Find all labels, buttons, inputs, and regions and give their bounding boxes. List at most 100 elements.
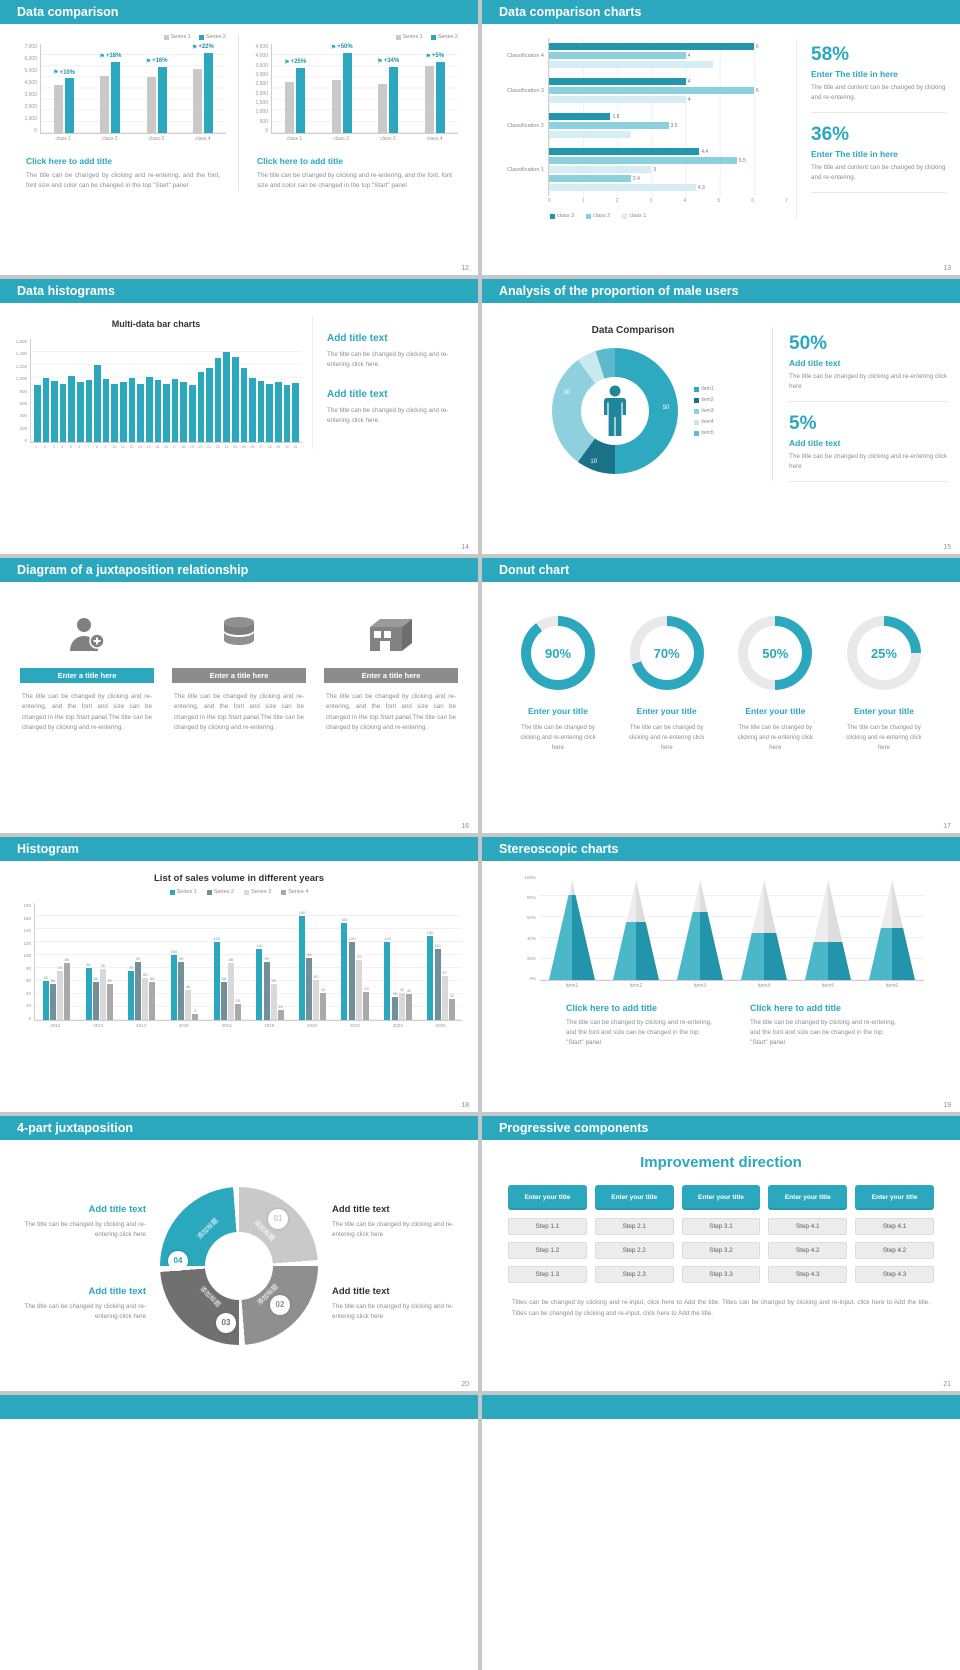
y-tick-label: 200: [19, 425, 27, 431]
next-slide-partial[interactable]: [0, 1395, 478, 1670]
slide-data-histograms[interactable]: Data histograms Multi-data bar charts 1,…: [0, 279, 478, 554]
next-slide-partial[interactable]: [482, 1395, 960, 1670]
progress-columns: Enter your title Step 1.1 Step 1.2 Step 1.3…: [508, 1185, 934, 1290]
bar-value-label: 67: [442, 970, 447, 976]
bar-column: 88: [63, 903, 70, 1020]
x-tick-label: 14: [146, 445, 151, 449]
slide-title-bar: Data histograms: [0, 279, 478, 303]
category-bars: 1.8 3.5: [548, 108, 788, 143]
legend-swatch: [694, 386, 700, 392]
bar: [154, 380, 162, 442]
bar-value-label: 4: [687, 78, 691, 85]
legend-swatch: [694, 430, 700, 436]
x-axis: item1 item2 item3 item4 item5 item6: [540, 981, 924, 989]
bar: [42, 981, 49, 1020]
bar-column: 150: [341, 903, 348, 1020]
bar-chart: 4,500 4,000 3,500 3,000 2,500 2,000 1,500 1,000…: [251, 44, 458, 134]
category-label: Classification 3: [507, 87, 544, 94]
plot-area: ⚑ +10% ⚑ +18% ⚑ +16% ⚑ +22%: [40, 44, 226, 134]
bar-column: 90: [135, 903, 142, 1020]
bar-value-label: 80: [86, 962, 91, 967]
slide-body: Multi-data bar charts 1,600 1,400 1,200 1,0…: [0, 303, 478, 449]
x-tick-label: 2016: [221, 1023, 232, 1028]
slide-histogram[interactable]: Histogram List of sales volume in differ…: [0, 837, 478, 1112]
x-tick-label: 1: [35, 445, 38, 449]
diagram-column: Enter a title here The title can be chan…: [324, 610, 458, 734]
pyramid-slot: [732, 875, 796, 980]
slide-donut-chart[interactable]: Donut chart 90% Enter your title The title…: [482, 558, 960, 833]
block-body: The title can be changed by clicking and…: [327, 351, 449, 369]
bar-group: 60 55 75 88: [35, 903, 78, 1020]
bar: [349, 942, 356, 1020]
bar: [441, 976, 448, 1020]
bar-column: 55: [270, 903, 277, 1020]
block-title: Add title text: [88, 1286, 146, 1297]
bar-value-label: 6: [755, 43, 759, 50]
pyramid: [549, 880, 595, 980]
y-tick-label: 2,500: [255, 81, 268, 88]
bar: [120, 382, 127, 442]
pyramid-fill: [869, 928, 915, 980]
title-button[interactable]: Enter your title: [855, 1185, 934, 1210]
slide-male-users-proportion[interactable]: Analysis of the proportion of male users…: [482, 279, 960, 554]
page-number: 19: [943, 1102, 951, 1109]
slide-stereoscopic-charts[interactable]: Stereoscopic charts 100% 80% 60% 40% 20% 0% i…: [482, 837, 960, 1112]
slide-progressive-components[interactable]: Progressive components Improvement direc…: [482, 1116, 960, 1391]
donut-percentage: 25%: [870, 645, 897, 661]
bar: [51, 380, 58, 442]
legend-swatch: [395, 34, 401, 40]
title-button[interactable]: Enter your title: [594, 1185, 674, 1210]
title-button[interactable]: Enter your title: [768, 1185, 848, 1210]
title-button[interactable]: Enter your title: [508, 1185, 587, 1210]
horizontal-bar-chart: Classification 4 6 4 Classification 3 4 6 4 Cla…: [492, 38, 788, 219]
donut-caption: The title can be changed by clicking and…: [737, 725, 813, 752]
bar-category-row: Classification 1 4.4 5.5 3 2.4 4.3: [492, 143, 788, 196]
x-tick-label: 2012: [50, 1023, 61, 1028]
donut-caption: The title can be changed by clicking and…: [628, 725, 705, 752]
bar: [263, 961, 270, 1020]
bar-group: ⚑ +25%: [272, 44, 319, 133]
bar: [178, 961, 185, 1020]
y-tick-label: 3,000: [255, 71, 268, 78]
title-button[interactable]: Enter your title: [681, 1185, 761, 1210]
bar-fill: [549, 131, 631, 138]
x-axis: class 1 class 2 class 3 class 4: [40, 134, 226, 142]
x-tick-label: 2: [615, 198, 619, 204]
y-tick-label: 100: [23, 953, 31, 959]
bar: [313, 979, 320, 1020]
bar-group: 160 96 62 42: [291, 903, 334, 1020]
bar-series-1: [54, 84, 64, 133]
bar-value-label: 120: [384, 936, 391, 942]
h-bar: 4.3: [549, 184, 788, 191]
column-chart-block: Series 1 Series 2 7,000 6,000 5,000 4,000 3,00…: [8, 34, 239, 192]
slide-juxtaposition-diagram[interactable]: Diagram of a juxtaposition relationship …: [0, 558, 478, 833]
bar-value-label: 96: [307, 951, 312, 957]
slide-4-part-juxtaposition[interactable]: 4-part juxtaposition Add title text The …: [0, 1116, 478, 1391]
legend-item: Series 2: [206, 889, 234, 895]
y-axis: 4,500 4,000 3,500 3,000 2,500 2,000 1,500 1,000…: [251, 44, 271, 134]
bar-series-2: [389, 66, 399, 133]
x-tick-label: 5: [69, 445, 72, 449]
h-bar: 3: [549, 166, 788, 173]
growth-flag-icon: ⚑: [191, 44, 198, 51]
y-tick-label: 0: [28, 1015, 31, 1021]
slide-title-bar: 4-part juxtaposition: [0, 1116, 478, 1140]
x-tick-label: 25: [241, 445, 246, 449]
bar: [85, 968, 92, 1020]
slide-body: Improvement direction Enter your title St…: [482, 1140, 960, 1319]
slide-title-bar: Data comparison charts: [482, 0, 960, 24]
step-item: Step 4.3: [855, 1266, 934, 1283]
slide-title: Data comparison charts: [499, 5, 642, 19]
title-bar-button: Enter a title here: [324, 668, 458, 683]
bar-column: 43: [363, 903, 370, 1020]
bar-fill: [549, 113, 611, 120]
legend-item: class 1: [622, 213, 646, 219]
stat-value: 58%: [811, 44, 850, 65]
y-tick-label: 6,000: [24, 56, 37, 62]
slide-data-comparison[interactable]: Data comparison Series 1 Series 2 7,000 6,0…: [0, 0, 478, 275]
slide-data-comparison-charts[interactable]: Data comparison charts Classification 4 6…: [482, 0, 960, 275]
diagram-column: Enter a title here The title can be chan…: [172, 610, 306, 734]
bar-value-label: 58: [93, 976, 98, 982]
bar-fill: [549, 148, 700, 155]
